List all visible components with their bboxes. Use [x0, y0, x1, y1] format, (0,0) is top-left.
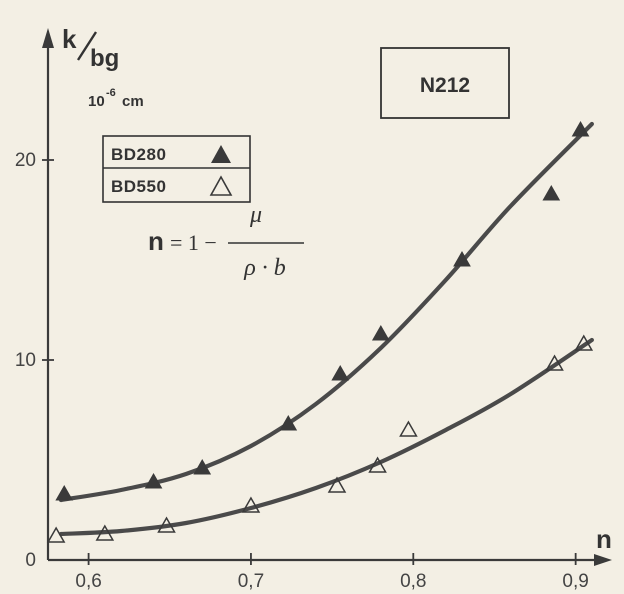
x-tick-label: 0,9 — [562, 571, 588, 592]
y-axis-arrow — [42, 28, 54, 48]
legend-marker-bd280 — [211, 145, 231, 163]
x-tick-label: 0,8 — [400, 571, 426, 592]
data-point-bd550 — [574, 334, 594, 351]
legend-label-bd550: BD550 — [111, 177, 166, 196]
legend-box — [102, 135, 251, 203]
data-point-bd280 — [371, 324, 390, 341]
data-point-bd280 — [453, 250, 471, 267]
data-point-bd550 — [368, 456, 387, 473]
data-point-bd550 — [95, 524, 115, 541]
formula-equals: = 1 − — [170, 230, 217, 255]
y-tick-label: 20 — [15, 150, 36, 171]
data-point-bd550 — [46, 526, 66, 543]
ticks-layer: 0,6 0,7 0,8 0,9 0 10 20 — [15, 150, 589, 592]
y-axis-title-slash — [76, 31, 98, 61]
formula-numerator: μ — [249, 202, 262, 228]
data-point-bd550 — [241, 496, 261, 513]
points-layer — [46, 120, 594, 543]
formula-denominator: ρ · b — [243, 255, 286, 281]
y-axis-title-k: k — [62, 24, 77, 54]
legend-label-bd280: BD280 — [111, 145, 166, 164]
y-unit-suffix: cm — [122, 93, 144, 110]
y-tick-label: 0 — [25, 550, 36, 571]
legend-marker-bd550 — [209, 175, 233, 196]
fit-curve-bd550 — [58, 337, 594, 537]
data-point-bd280 — [571, 120, 590, 137]
y-unit-base: 10 — [88, 93, 105, 110]
x-axis-title: n — [596, 524, 612, 554]
data-point-bd550 — [327, 476, 347, 493]
data-point-bd550 — [157, 516, 176, 533]
y-tick-label: 10 — [15, 350, 36, 371]
x-tick-label: 0,7 — [238, 571, 264, 592]
data-point-bd280 — [144, 472, 163, 489]
data-point-bd280 — [542, 184, 561, 201]
data-point-bd550 — [545, 354, 564, 371]
title-box — [380, 47, 510, 119]
data-point-bd280 — [279, 414, 298, 431]
y-unit-exponent: -6 — [106, 87, 116, 99]
data-point-bd280 — [331, 364, 350, 381]
formula-lhs: n — [148, 226, 164, 256]
y-axis-title-bg: bg — [90, 45, 119, 72]
x-tick-label: 0,6 — [75, 571, 101, 592]
data-point-bd280 — [55, 484, 74, 501]
x-axis-arrow — [594, 554, 612, 566]
data-point-bd550 — [399, 420, 418, 437]
data-point-bd280 — [193, 458, 212, 475]
chart-title: N212 — [420, 74, 470, 97]
